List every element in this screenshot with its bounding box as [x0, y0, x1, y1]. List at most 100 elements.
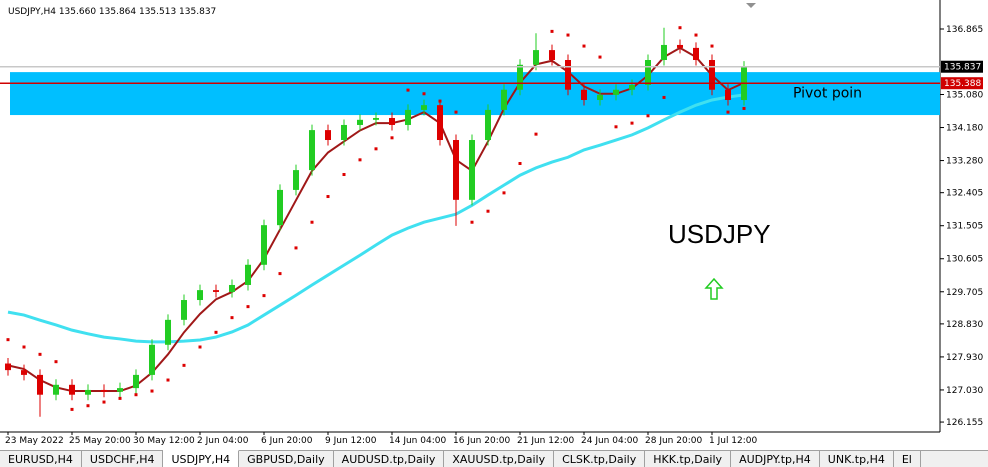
candle-body	[261, 225, 267, 265]
sar-dot	[310, 220, 314, 224]
candle-body	[469, 140, 475, 200]
sar-dot	[326, 195, 330, 199]
scroll-marker	[746, 3, 756, 8]
symbol-tab[interactable]: USDJPY,H4	[163, 450, 240, 467]
symbol-tab[interactable]: UNK.tp,H4	[820, 451, 894, 467]
candle-body	[421, 105, 427, 110]
candle-body	[437, 105, 443, 141]
sar-dot	[518, 162, 522, 166]
sar-dot	[646, 114, 650, 118]
candle-body	[181, 300, 187, 320]
candle-body	[533, 50, 539, 65]
candle-body	[165, 319, 171, 345]
chart-annotation: USDJPY	[668, 219, 771, 249]
candle-body	[373, 117, 379, 120]
sar-dot	[342, 173, 346, 177]
candle-body	[405, 109, 411, 125]
candle-body	[517, 64, 523, 90]
sar-dot	[502, 191, 506, 195]
x-tick-label: 9 Jun 12:00	[325, 436, 377, 446]
candle-body	[197, 290, 203, 301]
candle-body	[309, 130, 315, 171]
sar-dot	[262, 294, 266, 298]
candle-body	[629, 84, 635, 90]
candle-body	[101, 389, 107, 392]
sar-dot	[102, 400, 106, 404]
sar-dot	[422, 92, 426, 96]
price-label-box	[941, 77, 983, 90]
pivot-zone	[10, 72, 940, 116]
candle-body	[229, 284, 235, 292]
candle-body	[613, 89, 619, 95]
sar-dot	[454, 110, 458, 114]
symbol-tab[interactable]: EURUSD,H4	[0, 451, 82, 467]
candle-body	[85, 389, 91, 395]
sar-dot	[470, 220, 474, 224]
candle-body	[709, 60, 715, 90]
candle-body	[149, 344, 155, 375]
y-tick-label: 131.505	[946, 222, 983, 232]
sar-dot	[6, 338, 10, 342]
candle-body	[277, 189, 283, 226]
sar-dot	[374, 147, 378, 151]
y-tick-label: 127.930	[946, 353, 983, 363]
x-tick-label: 16 Jun 20:00	[453, 436, 510, 446]
sar-dot	[182, 363, 186, 367]
candle-body	[69, 384, 75, 395]
candle-body	[341, 124, 347, 141]
sar-dot	[566, 33, 570, 37]
candle-body	[549, 50, 555, 61]
y-tick-label: 129.705	[946, 288, 983, 298]
sar-dot	[678, 26, 682, 30]
symbol-tab[interactable]: CLSK.tp,Daily	[554, 451, 646, 467]
chart-background	[0, 0, 988, 450]
candle-body	[581, 89, 587, 101]
y-tick-label: 126.155	[946, 418, 983, 428]
y-tick-label: 130.605	[946, 255, 983, 265]
sar-dot	[214, 330, 218, 334]
symbol-tab[interactable]: HKK.tp,Daily	[645, 451, 732, 467]
candle-body	[357, 119, 363, 125]
y-tick-label: 134.180	[946, 124, 983, 134]
symbol-tab[interactable]: XAUUSD.tp,Daily	[444, 451, 555, 467]
candle-body	[645, 60, 651, 85]
up-arrow-icon	[704, 277, 724, 300]
x-tick-label: 28 Jun 20:00	[645, 436, 702, 446]
price-label: 135.388	[944, 79, 981, 89]
candle-body	[117, 388, 123, 392]
sar-dot	[38, 352, 42, 356]
sar-dot	[22, 345, 26, 349]
sar-dot	[614, 125, 618, 129]
candle-body	[485, 109, 491, 141]
up-arrow	[704, 277, 724, 300]
x-tick-label: 25 May 20:00	[69, 436, 131, 446]
sar-dot	[150, 389, 154, 393]
sar-dot	[358, 158, 362, 162]
sar-dot	[662, 95, 666, 99]
candle-body	[389, 117, 395, 125]
sar-dot	[438, 99, 442, 103]
sar-dot	[54, 360, 58, 364]
price-label: 135.837	[944, 63, 981, 73]
candle-body	[661, 44, 667, 61]
y-tick-label: 132.405	[946, 189, 983, 199]
symbol-tab[interactable]: El	[894, 451, 921, 467]
candle-body	[5, 363, 11, 371]
sar-dot	[86, 404, 90, 408]
sar-dot	[118, 396, 122, 400]
candle-body	[453, 140, 459, 200]
symbol-tabs: EURUSD,H4 USDCHF,H4 USDJPY,H4 GBPUSD,Daily A…	[0, 450, 988, 467]
sar-dot	[246, 305, 250, 309]
candle-body	[501, 89, 507, 110]
symbol-tab[interactable]: AUDJPY.tp,H4	[731, 451, 820, 467]
sar-dot	[198, 345, 202, 349]
indicator-line	[7, 93, 745, 344]
y-tick-label: 135.080	[946, 91, 983, 101]
symbol-tab[interactable]: GBPUSD,Daily	[239, 451, 334, 467]
symbol-tab[interactable]: USDCHF,H4	[82, 451, 164, 467]
sar-dot	[230, 316, 234, 320]
y-tick-label: 128.830	[946, 320, 983, 330]
sar-dot	[294, 246, 298, 250]
symbol-tab[interactable]: AUDUSD.tp,Daily	[334, 451, 445, 467]
